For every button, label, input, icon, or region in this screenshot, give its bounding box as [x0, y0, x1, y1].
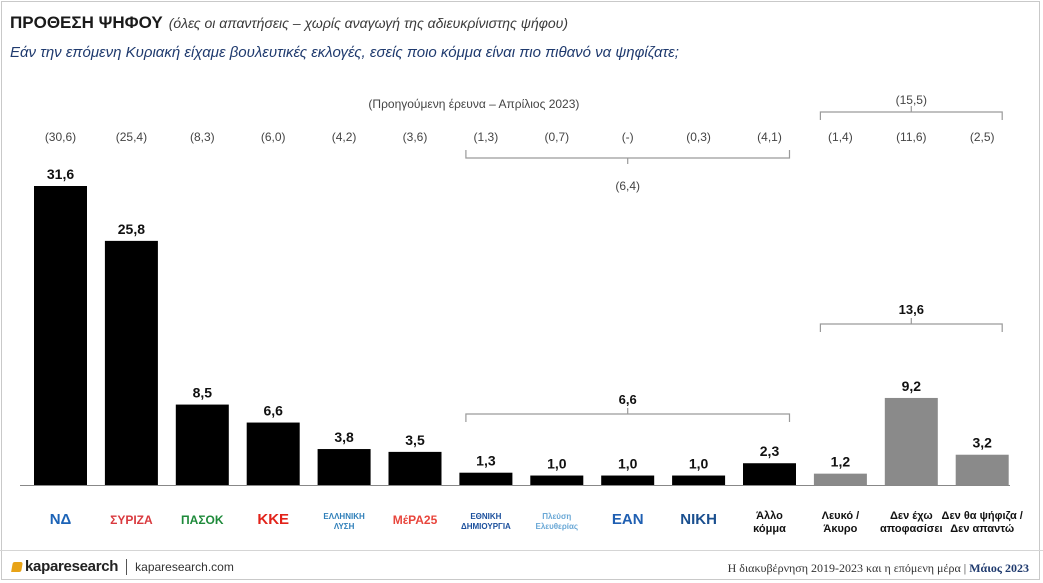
previous-group-total-label: (6,4)	[615, 179, 640, 193]
party-logo: ΕΘΝΙΚΗ	[470, 512, 501, 521]
category-label: Λευκό /	[822, 510, 860, 522]
value-label: 3,8	[334, 429, 354, 445]
brand-name: kaparesearch	[25, 558, 119, 575]
previous-value-label: (0,7)	[544, 130, 569, 144]
chart-subtitle: (όλες οι απαντήσεις – χωρίς αναγωγή της …	[168, 15, 568, 31]
value-label: 1,0	[547, 456, 567, 472]
group-total-label: 6,6	[619, 392, 637, 407]
party-logo: Ελευθερίας	[535, 522, 578, 531]
party-logo: ΠΑΣΟΚ	[181, 513, 224, 527]
footer-divider	[0, 550, 1043, 551]
category-label: Δεν απαντώ	[950, 523, 1014, 535]
previous-value-label: (11,6)	[896, 130, 926, 144]
previous-value-label: (30,6)	[45, 130, 76, 144]
previous-value-label: (4,1)	[757, 130, 782, 144]
value-label: 31,6	[47, 166, 74, 182]
previous-value-label: (25,4)	[116, 130, 147, 144]
value-label: 2,3	[760, 443, 780, 459]
brand-url: kaparesearch.com	[135, 559, 234, 574]
chart-title: ΠΡΟΘΕΣΗ ΨΗΦΟΥ	[10, 13, 163, 32]
value-label: 25,8	[118, 221, 145, 237]
value-label: 1,2	[831, 454, 851, 470]
previous-value-label: (1,4)	[828, 130, 853, 144]
group-total-bracket	[465, 408, 791, 422]
party-logo: Πλεύση	[542, 512, 571, 521]
previous-value-label: (6,0)	[261, 130, 286, 144]
value-label: 1,3	[476, 453, 496, 469]
brand-divider	[126, 558, 128, 575]
previous-value-label: (8,3)	[190, 130, 215, 144]
bar	[388, 451, 442, 485]
survey-question: Εάν την επόμενη Κυριακή είχαμε βουλευτικ…	[10, 44, 679, 61]
party-logo: ΔΗΜΙΟΥΡΓΙΑ	[461, 522, 511, 531]
previous-survey-label: (Προηγούμενη έρευνα – Απρίλιος 2023)	[368, 97, 579, 111]
vote-intention-chart: (Προηγούμενη έρευνα – Απρίλιος 2023) (30,…	[20, 93, 1023, 535]
brand-mark-icon	[11, 561, 23, 572]
category-label: αποφασίσει	[880, 523, 943, 535]
previous-value-label: (3,6)	[403, 130, 428, 144]
bar	[672, 475, 726, 485]
previous-value-label: (1,3)	[474, 130, 499, 144]
group-total-label: 13,6	[899, 302, 924, 317]
category-label: Δεν θα ψήφιζα /	[942, 510, 1023, 522]
value-label: 9,2	[902, 378, 922, 394]
previous-value-label: (4,2)	[332, 130, 357, 144]
footer-caption-text: Η διακυβέρνηση 2019-2023 και η επόμενη μ…	[727, 561, 967, 575]
previous-group-bracket	[819, 106, 1003, 120]
bar	[459, 472, 513, 485]
previous-value-label: (0,3)	[686, 130, 711, 144]
footer-date: Μάιος 2023	[969, 561, 1029, 575]
bar	[813, 473, 867, 485]
value-label: 3,5	[405, 432, 425, 448]
party-logo: ΣΥΡΙΖΑ	[110, 513, 153, 527]
bar	[246, 422, 300, 485]
title-row: ΠΡΟΘΕΣΗ ΨΗΦΟΥ (όλες οι απαντήσεις – χωρίς…	[10, 13, 568, 33]
bar	[884, 397, 938, 485]
value-label: 3,2	[972, 435, 992, 451]
bar	[743, 463, 796, 485]
category-label: Δεν έχω	[890, 510, 933, 522]
previous-group-bracket	[465, 150, 791, 164]
previous-value-label: (2,5)	[970, 130, 995, 144]
party-logo: ΕΛΛΗΝΙΚΗ	[323, 512, 365, 521]
bar	[104, 240, 158, 485]
value-label: 8,5	[193, 385, 213, 401]
party-logo: ΝΙΚΗ	[680, 511, 717, 528]
footer-caption: Η διακυβέρνηση 2019-2023 και η επόμενη μ…	[728, 561, 1029, 576]
bar	[530, 475, 584, 485]
value-label: 6,6	[263, 403, 283, 419]
category-label: Άκυρο	[823, 523, 857, 535]
party-logo: ΛΥΣΗ	[334, 522, 355, 531]
party-logo: ΚΚΕ	[257, 511, 289, 528]
bar	[955, 454, 1009, 485]
group-total-bracket	[819, 318, 1003, 332]
value-label: 1,0	[618, 456, 638, 472]
bar	[175, 404, 229, 485]
party-logo: ΕΑΝ	[612, 511, 644, 528]
category-label: κόμμα	[753, 523, 786, 535]
brand-logo: kaparesearch kaparesearch.com	[11, 558, 234, 575]
value-label: 1,0	[689, 456, 709, 472]
bar	[34, 186, 87, 485]
party-logo: ΝΔ	[50, 511, 72, 528]
previous-group-total-label: (15,5)	[896, 93, 927, 107]
bar	[317, 449, 371, 485]
previous-value-label: (-)	[622, 130, 634, 144]
category-label: Άλλο	[756, 510, 783, 522]
party-logo: ΜέΡΑ25	[393, 513, 438, 527]
bar	[601, 475, 655, 485]
